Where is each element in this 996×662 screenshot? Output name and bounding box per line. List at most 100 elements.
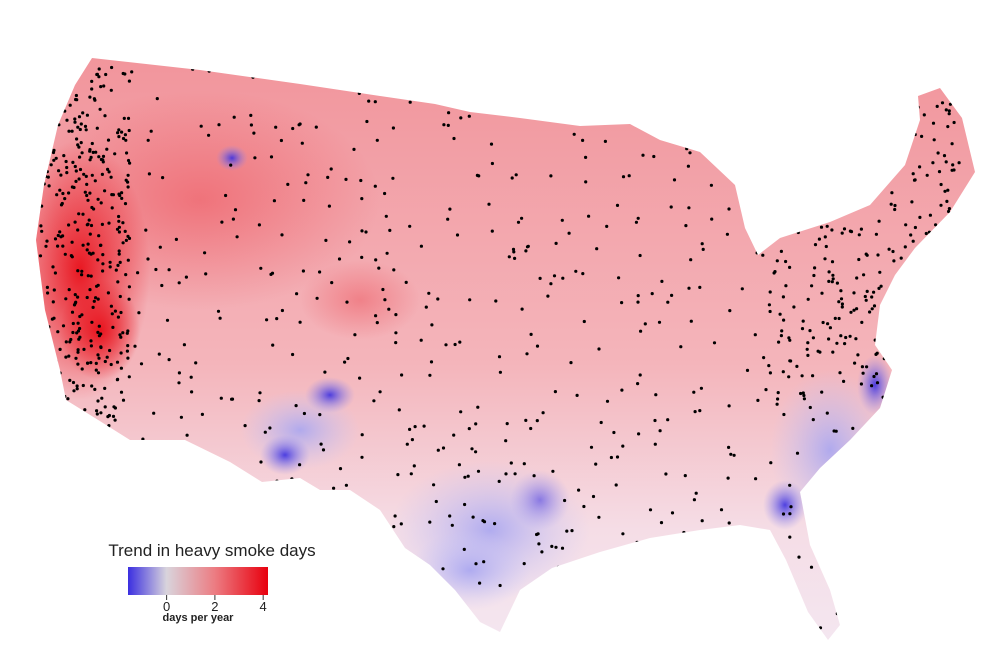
station-dot xyxy=(88,288,92,292)
station-dot xyxy=(872,304,877,308)
station-dot xyxy=(124,238,128,242)
station-dot xyxy=(904,223,908,227)
station-dot xyxy=(732,453,736,457)
station-dot xyxy=(762,356,766,360)
station-dot xyxy=(326,175,330,179)
station-dot xyxy=(554,545,558,549)
station-dot xyxy=(294,404,298,408)
station-dot xyxy=(447,111,451,115)
station-dot xyxy=(462,547,466,552)
station-dot xyxy=(926,366,930,370)
station-dot xyxy=(913,132,917,137)
station-dot xyxy=(636,216,640,220)
station-dot xyxy=(44,133,48,137)
station-dot xyxy=(782,412,786,417)
station-dot xyxy=(406,87,410,91)
station-dot xyxy=(64,159,68,164)
station-dot xyxy=(45,285,50,289)
station-dot xyxy=(310,497,314,501)
station-dot xyxy=(227,471,231,475)
station-dot xyxy=(922,334,926,338)
station-dot xyxy=(373,184,377,188)
station-dot xyxy=(874,352,878,356)
station-dot xyxy=(685,147,689,151)
station-dot xyxy=(740,287,744,291)
station-dot xyxy=(653,418,657,423)
station-dot xyxy=(845,161,849,165)
station-dot xyxy=(125,151,129,155)
station-dot xyxy=(121,221,125,225)
station-dot xyxy=(787,106,791,110)
station-dot xyxy=(53,104,57,108)
station-dot xyxy=(719,508,724,512)
station-dot xyxy=(367,99,371,103)
station-dot xyxy=(182,343,186,347)
station-dot xyxy=(773,184,777,188)
station-dot xyxy=(636,294,640,298)
station-dot xyxy=(846,117,850,121)
station-dot xyxy=(76,295,80,299)
station-dot xyxy=(86,198,90,202)
station-dot xyxy=(859,382,864,386)
station-dot xyxy=(829,208,833,212)
station-dot xyxy=(950,349,954,353)
station-dot xyxy=(89,339,93,343)
station-dot xyxy=(360,455,364,459)
station-dot xyxy=(318,270,322,274)
station-dot xyxy=(54,156,58,160)
station-dot xyxy=(224,193,228,198)
station-dot xyxy=(38,330,43,334)
station-dot xyxy=(90,79,94,83)
station-dot xyxy=(833,316,837,320)
station-dot xyxy=(776,209,780,213)
station-dot xyxy=(801,391,805,395)
station-dot xyxy=(306,484,310,488)
station-dot xyxy=(813,213,817,217)
station-dot xyxy=(97,324,101,328)
station-dot xyxy=(119,390,124,394)
station-dot xyxy=(807,187,811,191)
station-dot xyxy=(669,205,673,209)
station-dot xyxy=(729,452,733,456)
station-dot xyxy=(71,321,75,326)
station-dot xyxy=(399,522,403,526)
station-dot xyxy=(839,297,844,301)
station-dot xyxy=(647,604,651,608)
station-dot xyxy=(846,202,850,206)
station-dot xyxy=(207,133,211,137)
station-dot xyxy=(631,546,635,550)
station-dot xyxy=(830,76,834,80)
station-dot xyxy=(207,69,211,73)
station-dot xyxy=(93,179,97,183)
station-dot xyxy=(779,249,784,253)
station-dot xyxy=(803,119,807,123)
station-dot xyxy=(686,164,691,168)
station-dot xyxy=(424,305,428,309)
station-dot xyxy=(199,124,203,128)
station-dot xyxy=(790,105,794,109)
station-dot xyxy=(643,322,647,326)
station-dot xyxy=(165,318,170,322)
station-dot xyxy=(668,560,672,564)
station-dot xyxy=(55,573,60,577)
station-dot xyxy=(185,433,189,437)
station-dot xyxy=(756,398,760,402)
station-dot xyxy=(120,196,124,200)
station-dot xyxy=(930,550,934,554)
station-dot xyxy=(607,610,611,614)
station-dot xyxy=(46,136,50,140)
station-dot xyxy=(814,127,818,131)
station-dot xyxy=(718,126,722,130)
station-dot xyxy=(929,404,933,409)
station-dot xyxy=(90,173,94,177)
station-dot xyxy=(116,315,120,319)
station-dot xyxy=(76,269,80,273)
station-dot xyxy=(944,379,948,383)
station-dot xyxy=(82,347,86,351)
station-dot xyxy=(119,310,123,315)
station-dot xyxy=(78,432,82,436)
station-dot xyxy=(947,109,951,113)
station-dot xyxy=(76,143,80,147)
station-dot xyxy=(84,61,88,65)
